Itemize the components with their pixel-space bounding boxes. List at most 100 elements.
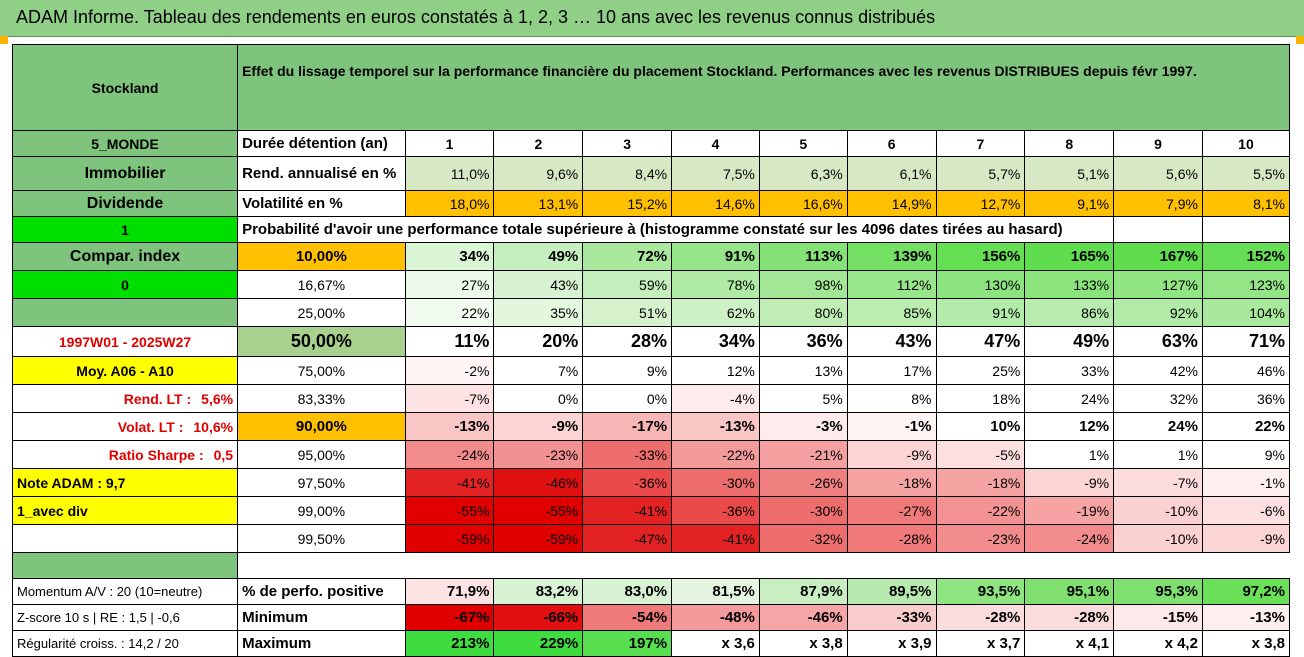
volatility-value: 12,7% [935,190,1026,217]
year-header: 8 [1024,130,1115,157]
percentile-value: -41% [404,468,495,497]
percentile-value: 46% [1201,356,1291,385]
dividend-mode: 1_avec div [11,496,239,525]
percentile-threshold: 99,50% [237,524,406,553]
empty-side-cell [11,524,239,553]
footer-value: -46% [758,604,848,631]
volatility-value: 9,1% [1024,190,1115,217]
percentile-value: -13% [404,412,495,441]
percentile-value: 71% [1201,326,1291,357]
compar-index-label: Compar. index [11,242,239,271]
year-header: 7 [935,130,1026,157]
annualized-return-value: 5,5% [1201,156,1291,191]
percentile-value: 8% [846,384,937,413]
footer-label: Minimum [237,604,406,631]
asset-sector: Immobilier [11,156,239,191]
percentile-value: 24% [1113,412,1203,441]
annualized-return-label: Rend. annualisé en % [237,156,406,191]
footer-value: -66% [493,604,584,631]
asset-type: Dividende [11,190,239,217]
footer-value: 83,0% [582,578,673,605]
percentile-threshold: 50,00% [237,326,406,357]
annualized-return-value: 11,0% [404,156,495,191]
percentile-value: -22% [935,496,1026,525]
percentile-threshold: 75,00% [237,356,406,385]
percentile-value: 112% [846,270,937,299]
percentile-value: 12% [671,356,760,385]
percentile-value: 63% [1113,326,1203,357]
percentile-value: -36% [671,496,760,525]
percentile-value: -55% [404,496,495,525]
annualized-return-value: 5,1% [1024,156,1115,191]
probability-label: Probabilité d'avoir une performance tota… [237,216,1115,243]
percentile-value: 78% [671,270,760,299]
percentile-value: -9% [1201,524,1291,553]
percentile-threshold: 99,00% [237,496,406,525]
footer-metric: Momentum A/V : 20 (10=neutre) [11,578,239,605]
percentile-value: 123% [1201,270,1291,299]
percentile-value: -9% [1024,468,1115,497]
year-header: 3 [582,130,673,157]
percentile-value: 9% [582,356,673,385]
empty-cell [1201,216,1291,243]
footer-value: -15% [1113,604,1203,631]
percentile-value: -4% [671,384,760,413]
percentile-value: 42% [1113,356,1203,385]
percentile-value: 72% [582,242,673,271]
percentile-value: -24% [404,440,495,469]
percentile-value: -9% [493,412,584,441]
volatility-value: 8,1% [1201,190,1291,217]
percentile-value: 47% [935,326,1026,357]
sharpe-ratio: Ratio Sharpe : 0,5 [11,440,239,469]
percentile-value: 86% [1024,298,1115,327]
percentile-value: 25% [935,356,1026,385]
percentile-value: -24% [1024,524,1115,553]
percentile-value: 33% [1024,356,1115,385]
percentile-value: 85% [846,298,937,327]
percentile-value: 59% [582,270,673,299]
annualized-return-value: 9,6% [493,156,584,191]
year-header: 2 [493,130,584,157]
percentile-value: 133% [1024,270,1115,299]
annualized-return-value: 6,1% [846,156,937,191]
spacer-cell [11,552,239,579]
volatility-value: 14,6% [671,190,760,217]
percentile-threshold: 25,00% [237,298,406,327]
percentile-value: 1% [1024,440,1115,469]
percentile-value: 43% [846,326,937,357]
footer-value: 81,5% [671,578,760,605]
year-header: 10 [1201,130,1291,157]
long-term-return-value: 5,6% [201,390,234,407]
percentile-value: 130% [935,270,1026,299]
percentile-value: -1% [846,412,937,441]
percentile-value: -7% [1113,468,1203,497]
footer-value: -54% [582,604,673,631]
sharpe-ratio-value: 0,5 [213,446,234,463]
percentile-value: 127% [1113,270,1203,299]
footer-label: % de perfo. positive [237,578,406,605]
spacer-cell [237,552,1290,579]
percentile-value: -27% [846,496,937,525]
footer-value: 93,5% [935,578,1026,605]
percentile-value: 139% [846,242,937,271]
percentile-value: 5% [758,384,848,413]
percentile-value: -18% [935,468,1026,497]
percentile-value: 11% [404,326,495,357]
volatility-value: 16,6% [758,190,848,217]
table-description: Effet du lissage temporel sur la perform… [237,44,1290,131]
percentile-value: -41% [582,496,673,525]
average-label: Moy. A06 - A10 [11,356,239,385]
report-title: ADAM Informe. Tableau des rendements en … [16,7,936,27]
percentile-value: 36% [1201,384,1291,413]
percentile-value: -17% [582,412,673,441]
percentile-threshold: 10,00% [237,242,406,271]
long-term-volatility-label: Volat. LT : [117,418,184,435]
percentile-value: -13% [671,412,760,441]
percentile-value: 1% [1113,440,1203,469]
empty-side-cell [11,298,239,327]
percentile-value: 28% [582,326,673,357]
percentile-value: 13% [758,356,848,385]
percentile-value: 34% [404,242,495,271]
percentile-value: 62% [671,298,760,327]
